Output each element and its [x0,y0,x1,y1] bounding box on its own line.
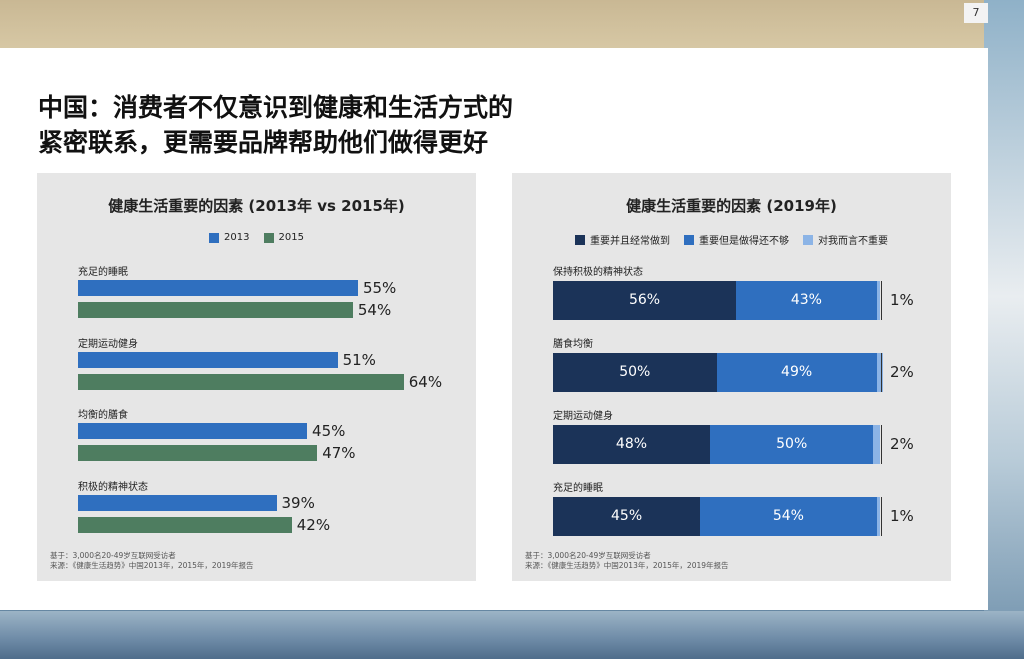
segment-value-label: 49% [717,363,877,381]
bar-end-tick [881,353,882,392]
value-label: 55% [363,279,396,297]
bar-end-tick [881,497,882,536]
value-label: 1% [890,507,914,525]
value-label: 1% [890,291,914,309]
footnote-basis: 基于：3,000名20-49岁互联网受访者 [50,551,254,561]
legend-swatch-not-important [803,235,813,245]
page-title-line2: 紧密联系，更需要品牌帮助他们做得更好 [38,125,638,160]
legend-item-not-enough: 重要但是做得还不够 [684,232,789,247]
bar-end-tick [881,281,882,320]
category-label: 膳食均衡 [553,335,593,350]
bar-2015 [78,445,317,461]
legend-item-done: 重要并且经常做到 [575,232,670,247]
legend-swatch-2013 [209,233,219,243]
category-label: 定期运动健身 [553,407,613,422]
page-title-line1: 中国：消费者不仅意识到健康和生活方式的 [38,90,638,125]
category-label: 均衡的膳食 [78,406,128,421]
segment-value-label: 50% [710,435,874,453]
legend-label-not-enough: 重要但是做得还不够 [699,232,789,247]
legend-swatch-2015 [264,233,274,243]
legend-swatch-not-enough [684,235,694,245]
legend-item-not-important: 对我而言不重要 [803,232,888,247]
segment-value-label: 54% [700,507,877,525]
legend-label-2013: 2013 [224,232,249,243]
segment-value-label: 45% [553,507,700,525]
bar-segment-2 [873,425,880,464]
value-label: 54% [358,301,391,319]
value-label: 2% [890,363,914,381]
chart-legend: 2013 2015 [37,232,476,243]
category-label: 充足的睡眠 [553,479,603,494]
bar-2015 [78,517,292,533]
page-number: 7 [964,3,988,23]
footnote-source: 来源：《健康生活趋势》中国2013年，2015年，2019年报告 [50,561,254,571]
legend-label-not-important: 对我而言不重要 [818,232,888,247]
background-sky-right [984,0,1024,659]
bar-2013 [78,280,358,296]
value-label: 64% [409,373,442,391]
segment-value-label: 50% [553,363,717,381]
content-card: 中国：消费者不仅意识到健康和生活方式的 紧密联系，更需要品牌帮助他们做得更好 健… [0,48,988,610]
bar-2015 [78,302,353,318]
chart-title: 健康生活重要的因素 (2013年 vs 2015年) [37,195,476,216]
value-label: 2% [890,435,914,453]
chart-legend: 重要并且经常做到 重要但是做得还不够 对我而言不重要 [512,232,951,247]
legend-label-done: 重要并且经常做到 [590,232,670,247]
bar-segment-2 [877,353,884,392]
bar-2015 [78,374,404,390]
segment-value-label: 48% [553,435,710,453]
bar-2013 [78,423,307,439]
segment-value-label: 56% [553,291,736,309]
legend-label-2015: 2015 [279,232,304,243]
bar-segment-2 [877,281,880,320]
bar-segment-2 [877,497,880,536]
legend-item-2013: 2013 [209,232,249,243]
value-label: 47% [322,444,355,462]
chart-title: 健康生活重要的因素 (2019年) [512,195,951,216]
category-label: 保持积极的精神状态 [553,263,643,278]
chart-footnote: 基于：3,000名20-49岁互联网受访者 来源：《健康生活趋势》中国2013年… [525,551,729,571]
category-label: 定期运动健身 [78,335,138,350]
value-label: 39% [282,494,315,512]
value-label: 42% [297,516,330,534]
chart-footnote: 基于：3,000名20-49岁互联网受访者 来源：《健康生活趋势》中国2013年… [50,551,254,571]
bar-2013 [78,495,277,511]
bar-2013 [78,352,338,368]
chart-panel-2013-2015: 健康生活重要的因素 (2013年 vs 2015年) 2013 2015 基于：… [37,173,476,581]
legend-item-2015: 2015 [264,232,304,243]
value-label: 45% [312,422,345,440]
category-label: 积极的精神状态 [78,478,148,493]
segment-value-label: 43% [736,291,877,309]
footnote-source: 来源：《健康生活趋势》中国2013年，2015年，2019年报告 [525,561,729,571]
background-sky-bottom [0,611,1024,659]
value-label: 51% [343,351,376,369]
legend-swatch-done [575,235,585,245]
page-title: 中国：消费者不仅意识到健康和生活方式的 紧密联系，更需要品牌帮助他们做得更好 [38,90,638,160]
bar-end-tick [881,425,882,464]
category-label: 充足的睡眠 [78,263,128,278]
footnote-basis: 基于：3,000名20-49岁互联网受访者 [525,551,729,561]
chart-panel-2019: 健康生活重要的因素 (2019年) 重要并且经常做到 重要但是做得还不够 对我而… [512,173,951,581]
